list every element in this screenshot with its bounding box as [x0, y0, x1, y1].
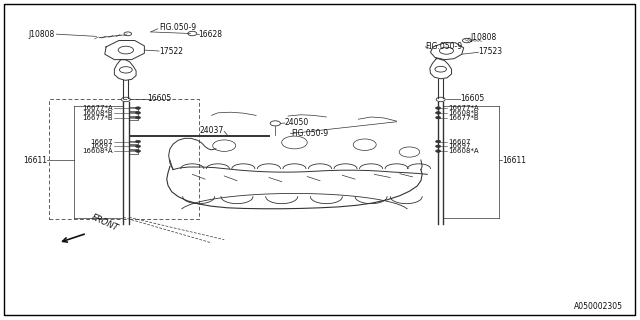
Text: 24037: 24037: [200, 126, 224, 135]
Text: 16608*B: 16608*B: [448, 110, 478, 116]
Text: 24050: 24050: [285, 118, 309, 127]
Text: FRONT: FRONT: [90, 212, 120, 233]
Circle shape: [136, 145, 141, 148]
Text: 16607: 16607: [448, 139, 470, 145]
Text: A050002305: A050002305: [574, 302, 623, 311]
Text: 16677*B: 16677*B: [448, 115, 478, 121]
Text: 16611: 16611: [502, 156, 526, 164]
Text: FIG.050-9: FIG.050-9: [291, 129, 328, 138]
Text: 16605: 16605: [461, 94, 484, 103]
Text: FIG.050-9: FIG.050-9: [159, 23, 196, 32]
Text: 16697: 16697: [448, 143, 470, 149]
Circle shape: [136, 150, 141, 152]
Circle shape: [436, 150, 441, 152]
Text: 16605: 16605: [148, 94, 172, 103]
Text: J10808: J10808: [470, 33, 497, 42]
Text: 17522: 17522: [159, 46, 183, 56]
Text: 16608*A: 16608*A: [82, 148, 113, 154]
Bar: [49, 100, 198, 219]
Text: 16677*A: 16677*A: [448, 105, 478, 111]
Circle shape: [436, 140, 441, 143]
Text: 16697: 16697: [90, 143, 113, 149]
Text: 16607: 16607: [90, 139, 113, 145]
Text: 16677*A: 16677*A: [82, 105, 113, 111]
Text: J10808: J10808: [29, 30, 55, 39]
Circle shape: [136, 112, 141, 114]
Circle shape: [436, 107, 441, 109]
Circle shape: [436, 112, 441, 114]
Circle shape: [136, 116, 141, 119]
Circle shape: [136, 107, 141, 109]
Text: 16608*B: 16608*B: [82, 110, 113, 116]
Text: 17523: 17523: [478, 47, 502, 56]
Text: 16611: 16611: [23, 156, 47, 164]
Circle shape: [436, 145, 441, 148]
Text: 16608*A: 16608*A: [448, 148, 478, 154]
Circle shape: [136, 140, 141, 143]
Circle shape: [436, 116, 441, 119]
Text: 16677*B: 16677*B: [82, 115, 113, 121]
Text: 16628: 16628: [198, 30, 223, 39]
Text: FIG.050-9: FIG.050-9: [426, 42, 463, 51]
